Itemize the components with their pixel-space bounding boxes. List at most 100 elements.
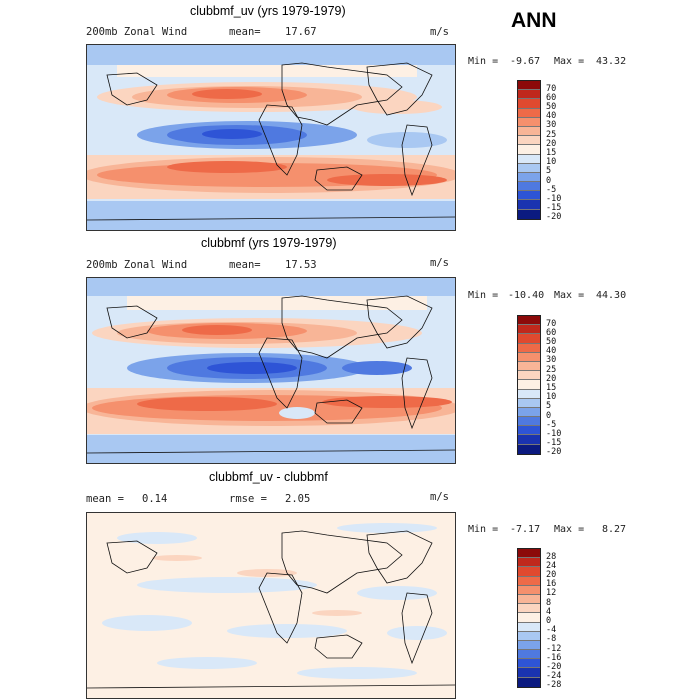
colorbar-swatch <box>518 659 540 669</box>
panel3-min-value: -7.17 <box>510 524 541 535</box>
colorbar-tick-label: 30 <box>546 120 557 131</box>
panel3-title: clubbmf_uv - clubbmf <box>209 470 328 484</box>
colorbar-swatch <box>518 117 540 127</box>
panel2-max-value: 44.30 <box>596 290 627 301</box>
colorbar-swatch <box>518 444 540 454</box>
panel1-max-label: Max = <box>554 56 585 67</box>
panel2-max-label: Max = <box>554 290 585 301</box>
colorbar-swatch <box>518 407 540 418</box>
colorbar-swatch <box>518 594 540 605</box>
panel1-colorbar <box>517 80 541 220</box>
colorbar-swatch <box>518 631 540 641</box>
colorbar-tick-label: 12 <box>546 588 557 599</box>
colorbar-swatch <box>518 200 540 210</box>
panel3-rmse-value: 2.05 <box>285 493 311 505</box>
colorbar-tick-label: 15 <box>546 148 557 158</box>
colorbar-swatch <box>518 99 540 109</box>
colorbar-swatch <box>518 191 540 201</box>
colorbar-tick-label: 16 <box>546 579 557 590</box>
panel3-max-value: 8.27 <box>602 524 627 535</box>
colorbar-swatch <box>518 435 540 445</box>
panel2-map <box>86 277 456 464</box>
colorbar-swatch <box>518 325 540 335</box>
colorbar-swatch <box>518 316 540 326</box>
colorbar-tick-label: -5 <box>546 419 557 430</box>
colorbar-swatch <box>518 172 540 183</box>
colorbar-tick-label: -8 <box>546 634 557 645</box>
colorbar-tick-label: 0 <box>546 175 552 186</box>
colorbar-tick-label: -10 <box>546 429 562 439</box>
colorbar-tick-label: -5 <box>546 184 557 195</box>
panel2-colorbar <box>517 315 541 455</box>
panel3-mean-value: 0.14 <box>142 493 168 505</box>
colorbar-swatch <box>518 182 540 192</box>
colorbar-tick-label: 0 <box>546 410 552 421</box>
colorbar-swatch <box>518 668 540 678</box>
colorbar-tick-label: 40 <box>546 111 557 122</box>
panel1-map <box>86 44 456 231</box>
colorbar-tick-label: 20 <box>546 138 557 149</box>
colorbar-swatch <box>518 136 540 146</box>
colorbar-swatch <box>518 613 540 623</box>
panel1-max-value: 43.32 <box>596 56 627 67</box>
colorbar-tick-label: -28 <box>546 680 562 691</box>
colorbar-tick-label: 50 <box>546 337 557 347</box>
colorbar-swatch <box>518 567 540 577</box>
colorbar-tick-label: 70 <box>546 318 557 329</box>
panel1-min-value: -9.67 <box>510 56 541 67</box>
colorbar-swatch <box>518 576 540 586</box>
panel3-colorbar <box>517 548 541 688</box>
colorbar-tick-label: -15 <box>546 438 562 449</box>
colorbar-swatch <box>518 371 540 381</box>
colorbar-tick-label: -16 <box>546 652 562 663</box>
panel2-mean-value: 17.53 <box>285 259 317 271</box>
colorbar-swatch <box>518 361 540 372</box>
panel3-map <box>86 512 456 699</box>
panel2-mean-label: mean= <box>229 259 261 271</box>
colorbar-swatch <box>518 334 540 344</box>
panel2-variable-label: 200mb Zonal Wind <box>86 259 188 271</box>
colorbar-tick-label: -20 <box>546 662 562 672</box>
panel2-units: m/s <box>430 257 449 269</box>
panel2-min-value: -10.40 <box>508 290 545 301</box>
panel3-max-label: Max = <box>554 524 585 535</box>
colorbar-tick-label: -4 <box>546 625 557 636</box>
colorbar-swatch <box>518 209 540 219</box>
panel3-rmse-label: rmse = <box>229 493 267 505</box>
colorbar-swatch <box>518 343 540 353</box>
colorbar-swatch <box>518 398 540 408</box>
colorbar-tick-label: 30 <box>546 355 557 366</box>
colorbar-swatch <box>518 650 540 660</box>
colorbar-tick-label: 5 <box>546 166 552 177</box>
panel2-title: clubbmf (yrs 1979-1979) <box>201 236 337 250</box>
panel1-title: clubbmf_uv (yrs 1979-1979) <box>190 4 346 18</box>
colorbar-tick-label: -15 <box>546 203 562 214</box>
colorbar-tick-label: 0 <box>546 616 552 626</box>
colorbar-swatch <box>518 154 540 164</box>
colorbar-tick-label: 8 <box>546 597 552 608</box>
colorbar-swatch <box>518 389 540 399</box>
colorbar-tick-label: -24 <box>546 671 562 682</box>
panel2-min-label: Min = <box>468 290 499 301</box>
colorbar-tick-label: 40 <box>546 346 557 357</box>
colorbar-tick-label: 50 <box>546 102 557 112</box>
panel3-mean-label: mean = <box>86 493 124 505</box>
colorbar-swatch <box>518 640 540 651</box>
panel1-variable-label: 200mb Zonal Wind <box>86 26 188 38</box>
colorbar-tick-label: 70 <box>546 83 557 94</box>
colorbar-tick-label: 15 <box>546 383 557 393</box>
colorbar-swatch <box>518 81 540 91</box>
colorbar-tick-label: -10 <box>546 194 562 204</box>
colorbar-swatch <box>518 604 540 614</box>
colorbar-tick-label: 25 <box>546 364 557 375</box>
colorbar-tick-label: 5 <box>546 401 552 412</box>
colorbar-swatch <box>518 145 540 155</box>
colorbar-swatch <box>518 558 540 568</box>
colorbar-swatch <box>518 163 540 173</box>
colorbar-tick-label: -20 <box>546 212 562 223</box>
panel3-min-label: Min = <box>468 524 499 535</box>
colorbar-swatch <box>518 585 540 595</box>
colorbar-swatch <box>518 426 540 436</box>
colorbar-swatch <box>518 622 540 632</box>
panel1-min-label: Min = <box>468 56 499 67</box>
